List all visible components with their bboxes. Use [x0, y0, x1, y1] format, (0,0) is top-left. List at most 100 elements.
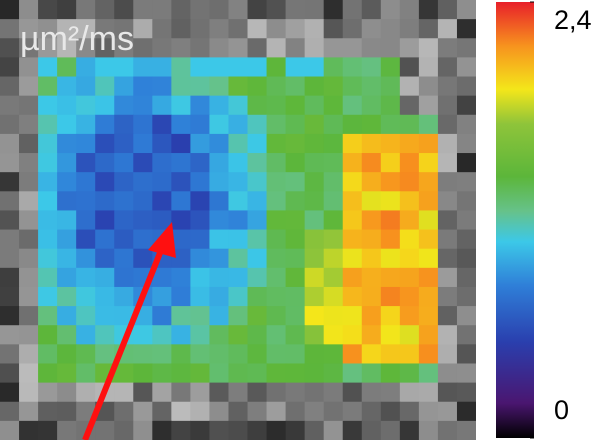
pixel [57, 268, 77, 288]
pixel [324, 421, 344, 440]
pixel [19, 191, 39, 211]
pixel [152, 172, 172, 192]
pixel [38, 0, 58, 20]
pixel [0, 249, 20, 269]
pixel [95, 57, 115, 77]
pixel [305, 363, 325, 383]
pixel [362, 134, 382, 154]
pixel [133, 115, 153, 135]
pixel [248, 383, 268, 403]
pixel [171, 57, 191, 77]
pixel [438, 38, 458, 58]
pixel [190, 325, 210, 345]
pixel [19, 268, 39, 288]
pixel [286, 191, 306, 211]
pixel [400, 210, 420, 230]
pixel [286, 57, 306, 77]
pixel [324, 0, 344, 20]
pixel [19, 96, 39, 116]
pixel [95, 344, 115, 364]
pixel-map [0, 0, 477, 440]
pixel [305, 306, 325, 326]
pixel [438, 134, 458, 154]
pixel [171, 191, 191, 211]
pixel [152, 96, 172, 116]
pixel [209, 287, 229, 307]
pixel [0, 191, 20, 211]
pixel [457, 96, 477, 116]
pixel [190, 153, 210, 173]
pixel [305, 57, 325, 77]
pixel [228, 0, 248, 20]
pixel [457, 402, 477, 422]
pixel [19, 134, 39, 154]
pixel [343, 402, 363, 422]
pixel [133, 38, 153, 58]
pixel [248, 230, 268, 250]
pixel [57, 210, 77, 230]
pixel [152, 134, 172, 154]
pixel [190, 210, 210, 230]
pixel [419, 134, 439, 154]
pixel [286, 230, 306, 250]
pixel [267, 325, 287, 345]
pixel [228, 287, 248, 307]
pixel [171, 38, 191, 58]
pixel [76, 383, 96, 403]
pixel [286, 38, 306, 58]
pixel [209, 421, 229, 440]
pixel [381, 402, 401, 422]
pixel [0, 115, 20, 135]
pixel [57, 57, 77, 77]
pixel [38, 268, 58, 288]
pixel [267, 363, 287, 383]
pixel [76, 249, 96, 269]
pixel [362, 421, 382, 440]
pixel [152, 325, 172, 345]
pixel [76, 172, 96, 192]
pixel [248, 325, 268, 345]
pixel [419, 57, 439, 77]
pixel [305, 230, 325, 250]
pixel [324, 19, 344, 39]
pixel [267, 306, 287, 326]
pixel [76, 344, 96, 364]
pixel [76, 191, 96, 211]
pixel [19, 57, 39, 77]
pixel [400, 363, 420, 383]
pixel [19, 306, 39, 326]
pixel [457, 191, 477, 211]
pixel [400, 115, 420, 135]
pixel [343, 115, 363, 135]
pixel [171, 287, 191, 307]
pixel [305, 77, 325, 97]
pixel [286, 19, 306, 39]
pixel [19, 363, 39, 383]
pixel [38, 363, 58, 383]
pixel [190, 344, 210, 364]
pixel [400, 383, 420, 403]
pixel [133, 402, 153, 422]
pixel [0, 172, 20, 192]
pixel [419, 230, 439, 250]
pixel [38, 115, 58, 135]
pixel [190, 19, 210, 39]
pixel [19, 0, 39, 20]
pixel [419, 325, 439, 345]
pixel [286, 172, 306, 192]
pixel [419, 0, 439, 20]
pixel [248, 402, 268, 422]
pixel [95, 287, 115, 307]
pixel [57, 421, 77, 440]
pixel [381, 77, 401, 97]
pixel [400, 77, 420, 97]
pixel [152, 77, 172, 97]
pixel [57, 287, 77, 307]
pixel [228, 115, 248, 135]
pixel [400, 19, 420, 39]
pixel [286, 325, 306, 345]
pixel [76, 287, 96, 307]
colorbar-tick-label: 0 [554, 395, 569, 425]
pixel [114, 153, 134, 173]
pixel [457, 57, 477, 77]
